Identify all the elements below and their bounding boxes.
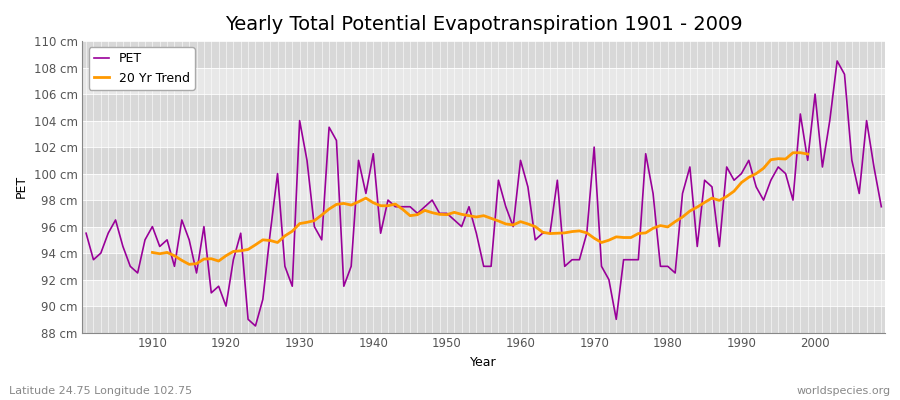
Line: 20 Yr Trend: 20 Yr Trend (152, 153, 807, 264)
Y-axis label: PET: PET (15, 175, 28, 198)
X-axis label: Year: Year (471, 356, 497, 369)
Text: worldspecies.org: worldspecies.org (796, 386, 891, 396)
PET (309, 224, 320, 229)
Bar (83, 280, 885, 306)
Bar (83, 226, 885, 253)
Bar (83, 174, 885, 200)
20 Yr Trend (788, 150, 798, 155)
PET (876, 204, 886, 209)
PET (611, 317, 622, 322)
Title: Yearly Total Potential Evapotranspiration 1901 - 2009: Yearly Total Potential Evapotranspiratio… (225, 15, 742, 34)
20 Yr Trend (780, 157, 791, 162)
20 Yr Trend (184, 262, 194, 267)
PET (353, 158, 364, 163)
Bar (83, 94, 885, 121)
Bar (83, 306, 885, 332)
PET (250, 324, 261, 328)
20 Yr Trend (699, 200, 710, 205)
Bar (83, 41, 885, 68)
Bar (83, 253, 885, 280)
Legend: PET, 20 Yr Trend: PET, 20 Yr Trend (89, 47, 194, 90)
Bar (83, 68, 885, 94)
PET (515, 158, 526, 163)
Text: Latitude 24.75 Longitude 102.75: Latitude 24.75 Longitude 102.75 (9, 386, 192, 396)
20 Yr Trend (243, 247, 254, 252)
20 Yr Trend (611, 234, 622, 239)
Bar (83, 200, 885, 226)
Bar (83, 147, 885, 174)
Bar (83, 121, 885, 147)
20 Yr Trend (714, 198, 724, 203)
PET (523, 184, 534, 189)
Line: PET: PET (86, 61, 881, 326)
20 Yr Trend (353, 199, 364, 204)
20 Yr Trend (802, 152, 813, 156)
PET (140, 238, 150, 242)
PET (81, 231, 92, 236)
PET (832, 58, 842, 63)
20 Yr Trend (147, 250, 158, 255)
